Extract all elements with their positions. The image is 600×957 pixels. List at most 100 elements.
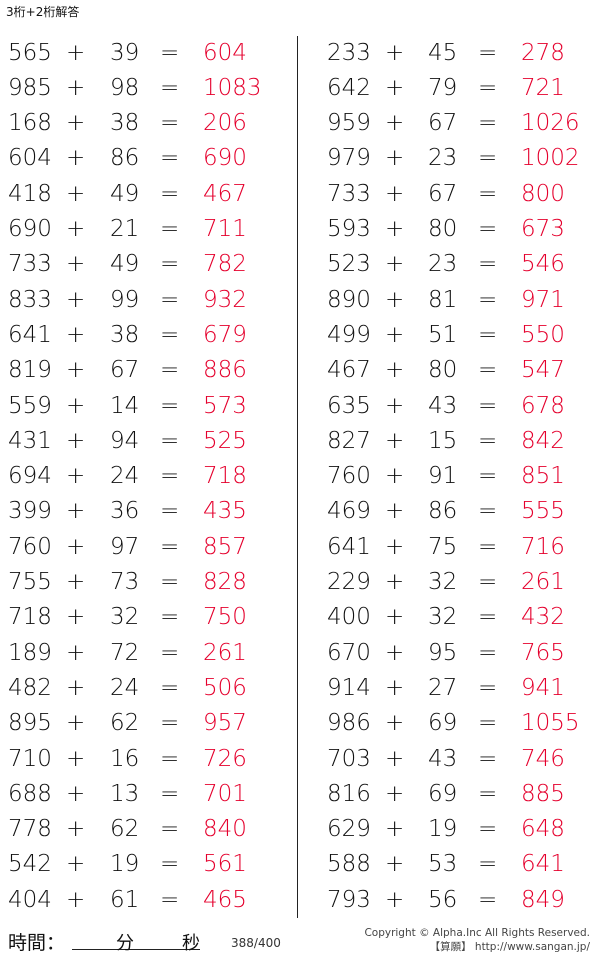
plus-sign: + [385,39,405,66]
operand-a: 710 [8,745,52,772]
operand-b: 23 [428,145,458,172]
plus-sign: + [385,145,405,172]
operand-a: 629 [327,816,371,843]
equals-sign: = [160,286,180,313]
operand-b: 86 [110,145,140,172]
plus-sign: + [385,569,405,595]
equals-sign: = [478,39,498,66]
operand-b: 32 [428,604,458,631]
operand-a: 688 [8,780,52,807]
operand-a: 827 [327,427,371,454]
answer: 842 [521,427,565,454]
operand-a: 690 [8,216,52,242]
answer: 435 [203,498,247,525]
operand-b: 24 [110,674,140,701]
equals-sign: = [478,427,498,454]
answer: 828 [203,569,247,595]
operand-b: 39 [110,39,140,66]
operand-a: 733 [327,180,371,207]
plus-sign: + [66,533,86,560]
operand-a: 718 [8,604,52,631]
plus-sign: + [385,710,405,737]
operand-a: 895 [8,710,52,737]
operand-b: 45 [428,39,458,66]
operand-a: 833 [8,286,52,313]
operand-a: 469 [327,498,371,525]
answer: 678 [521,392,565,419]
plus-sign: + [385,498,405,525]
operand-b: 32 [110,604,140,631]
equals-sign: = [160,463,180,490]
operand-b: 27 [428,674,458,701]
plus-sign: + [66,357,86,384]
plus-sign: + [385,110,405,137]
answer: 726 [203,745,247,772]
operand-b: 91 [428,463,458,490]
plus-sign: + [385,321,405,348]
plus-sign: + [66,392,86,419]
operand-a: 418 [8,180,52,207]
plus-sign: + [66,886,86,913]
plus-sign: + [66,216,86,242]
answer: 800 [521,180,565,207]
plus-sign: + [385,674,405,701]
seconds-label: 秒 [182,933,200,954]
answer: 206 [203,110,247,137]
operand-b: 15 [428,427,458,454]
operand-b: 36 [110,498,140,525]
equals-sign: = [478,74,498,101]
equals-sign: = [160,74,180,101]
operand-a: 593 [327,216,371,242]
equals-sign: = [478,463,498,490]
operand-a: 979 [327,145,371,172]
equals-sign: = [160,216,180,242]
operand-b: 80 [428,216,458,242]
answer: 690 [203,145,247,172]
plus-sign: + [385,639,405,666]
equals-sign: = [478,780,498,807]
copyright-text: Copyright © Alpha.Inc All Rights Reserve… [364,927,590,939]
plus-sign: + [66,745,86,772]
operand-a: 641 [8,321,52,348]
operand-b: 24 [110,463,140,490]
operand-a: 703 [327,745,371,772]
minutes-label: 分 [116,933,134,954]
operand-b: 75 [428,533,458,560]
answer: 746 [521,745,565,772]
equals-sign: = [160,745,180,772]
answer: 604 [203,39,247,66]
operand-b: 72 [110,639,140,666]
answer: 546 [521,251,565,278]
operand-a: 604 [8,145,52,172]
operand-b: 62 [110,710,140,737]
equals-sign: = [160,851,180,878]
operand-b: 19 [110,851,140,878]
plus-sign: + [385,886,405,913]
equals-sign: = [160,886,180,913]
answer: 278 [521,39,565,66]
answer: 941 [521,674,565,701]
operand-b: 49 [110,180,140,207]
operand-a: 229 [327,569,371,595]
operand-a: 168 [8,110,52,137]
answer: 932 [203,286,247,313]
operand-b: 62 [110,816,140,843]
operand-b: 99 [110,286,140,313]
operand-b: 21 [110,216,140,242]
equals-sign: = [160,639,180,666]
answer: 716 [521,533,565,560]
plus-sign: + [385,216,405,242]
plus-sign: + [66,427,86,454]
equals-sign: = [160,145,180,172]
equals-sign: = [478,392,498,419]
operand-a: 793 [327,886,371,913]
plus-sign: + [66,251,86,278]
equals-sign: = [160,674,180,701]
operand-b: 53 [428,851,458,878]
equals-sign: = [478,816,498,843]
answer: 547 [521,357,565,384]
operand-a: 565 [8,39,52,66]
answer: 851 [521,463,565,490]
equals-sign: = [478,886,498,913]
answer: 971 [521,286,565,313]
